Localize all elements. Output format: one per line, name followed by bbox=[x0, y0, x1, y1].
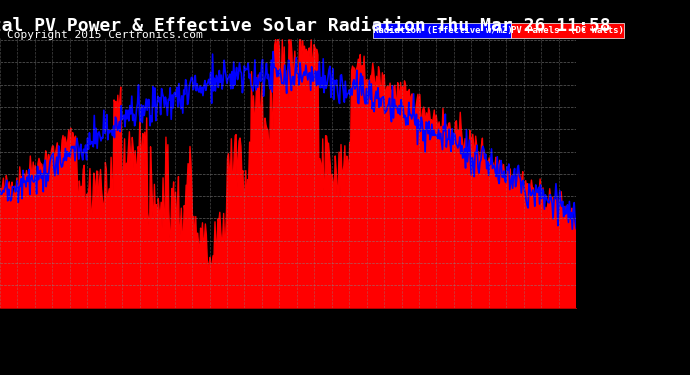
Text: PV Panels  (DC Watts): PV Panels (DC Watts) bbox=[511, 26, 624, 35]
Text: Radiation (Effective w/m2): Radiation (Effective w/m2) bbox=[373, 26, 513, 35]
Text: Copyright 2015 Certronics.com: Copyright 2015 Certronics.com bbox=[7, 30, 203, 40]
Text: Total PV Power & Effective Solar Radiation Thu Mar 26 11:58: Total PV Power & Effective Solar Radiati… bbox=[0, 17, 611, 35]
